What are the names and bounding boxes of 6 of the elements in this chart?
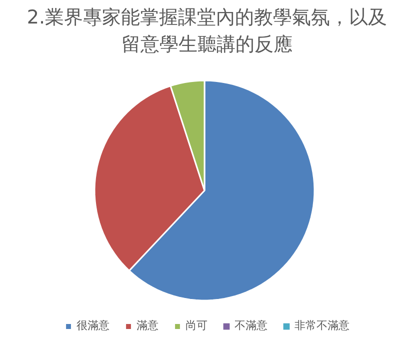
- legend-label: 滿意: [136, 318, 158, 333]
- legend-label: 不滿意: [234, 318, 268, 333]
- chart-title: 2.業界專家能掌握課堂內的教學氣氛，以及留意學生聽講的反應: [26, 6, 388, 56]
- legend-label: 非常不滿意: [294, 318, 350, 333]
- legend-label: 很滿意: [76, 318, 110, 333]
- legend-label: 尚可: [186, 318, 208, 333]
